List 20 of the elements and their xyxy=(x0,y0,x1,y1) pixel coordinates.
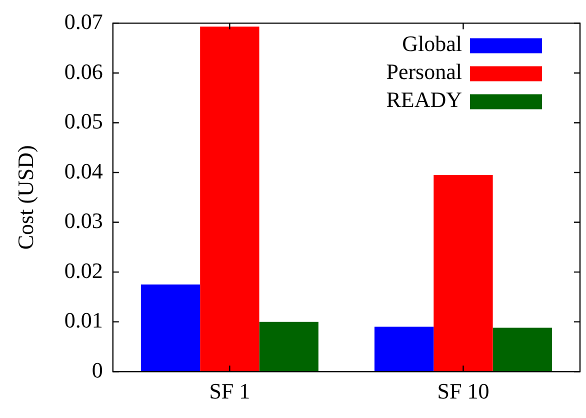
bar xyxy=(492,328,552,372)
y-tick-label: 0.04 xyxy=(64,158,103,184)
legend-label: Global xyxy=(402,30,462,56)
y-tick-label: 0.07 xyxy=(64,8,103,34)
bar xyxy=(140,284,200,372)
legend-label: Personal xyxy=(386,58,462,84)
y-axis-title: Cost (USD) xyxy=(12,145,38,250)
bar xyxy=(434,175,493,372)
x-tick-label: SF 1 xyxy=(209,378,250,404)
bar xyxy=(374,326,434,372)
y-tick-label: 0.05 xyxy=(64,108,103,134)
y-tick-label: 0.03 xyxy=(64,208,103,234)
y-tick-label: 0 xyxy=(92,357,103,382)
x-tick-label: SF 10 xyxy=(437,378,490,404)
y-tick-label: 0.02 xyxy=(64,258,103,283)
y-tick-label: 0.06 xyxy=(64,58,103,84)
y-tick-label: 0.01 xyxy=(64,308,103,333)
bar xyxy=(200,26,260,372)
bar xyxy=(259,322,318,372)
legend-label: READY xyxy=(386,86,462,112)
